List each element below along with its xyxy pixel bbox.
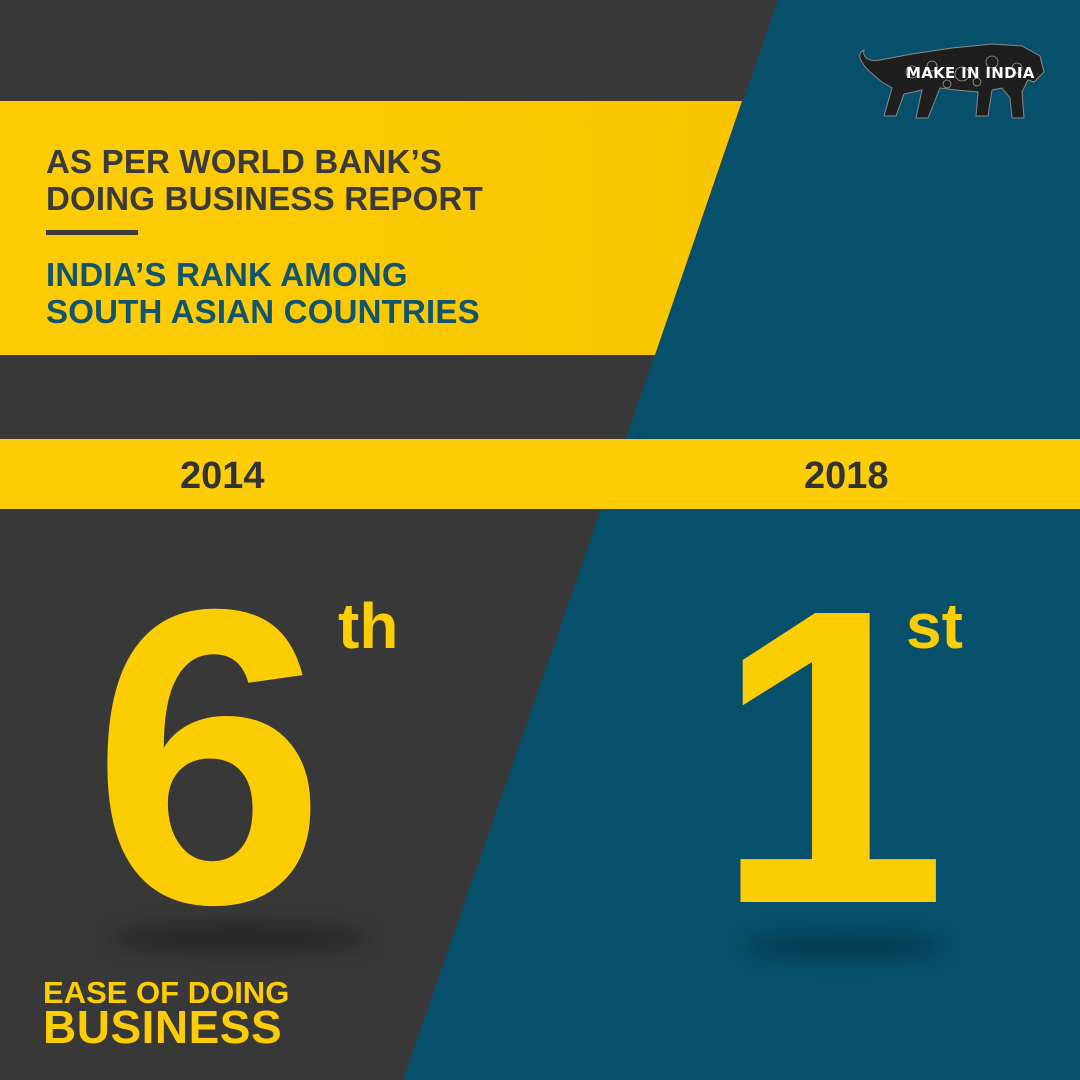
rank-2018-number: 1 [714,523,948,992]
logo-text: MAKE IN INDIA [906,64,1035,82]
rank-2014-suffix: th [338,590,399,662]
rank-2014-number: 6 [92,523,326,992]
subheadline: INDIA’S RANK AMONG SOUTH ASIAN COUNTRIES [46,256,480,330]
header-banner [0,101,742,355]
footer-line-2: BUSINESS [43,1001,283,1053]
rank-shadow-right [745,935,945,957]
divider [46,230,138,235]
year-2018: 2018 [804,455,889,497]
lion-logo-icon [859,43,1045,119]
rank-2018-suffix: st [906,590,963,662]
year-2014: 2014 [180,455,265,497]
rank-shadow-left [110,925,370,951]
footer-line-1: EASE OF DOING [43,975,290,1010]
headline: AS PER WORLD BANK’S DOING BUSINESS REPOR… [46,143,483,217]
year-band [0,439,1080,509]
